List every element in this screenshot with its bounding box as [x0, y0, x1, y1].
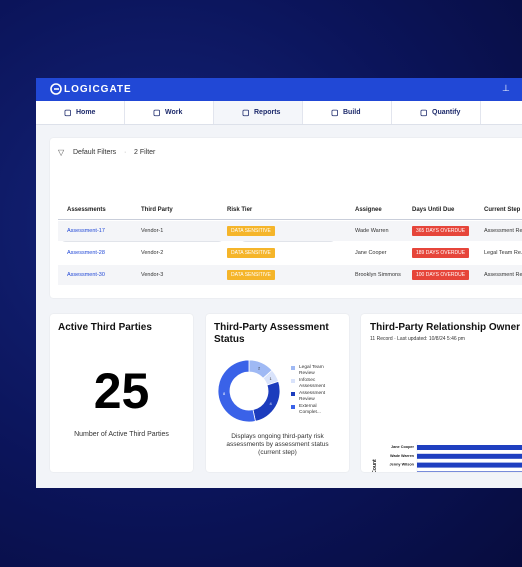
filters-title[interactable]: Default Filters: [73, 149, 117, 156]
header-rule: [58, 219, 522, 220]
legend-swatch: [291, 366, 295, 370]
segment-label: 8: [223, 391, 226, 396]
brand: LOGICGATE: [64, 84, 132, 95]
donut-card: Third-Party Assessment Status 2 1 4 8 Displ…: [206, 314, 349, 472]
column-header: Third Party: [141, 207, 173, 213]
column-header: Days Until Due: [412, 207, 455, 213]
legend-label: InfoSec Assessment: [299, 378, 326, 389]
risk-badge: DATA SENSITIVE: [227, 270, 275, 280]
table-cell: Vendor-3: [141, 272, 164, 278]
nav-label: Home: [76, 109, 96, 116]
legend-swatch: [291, 379, 295, 383]
assessment-link[interactable]: Assessment-28: [67, 250, 105, 256]
segment-label: 4: [270, 401, 273, 406]
overdue-badge: 365 DAYS OVERDUE: [412, 226, 470, 236]
y-tick-label: Wade Warren: [390, 454, 415, 458]
table-row: [58, 243, 522, 263]
header: LOGICGATE ⊥: [36, 78, 522, 101]
risk-badge: DATA SENSITIVE: [227, 226, 275, 236]
bar: [417, 445, 522, 450]
kpi-caption: Number of Active Third Parties: [74, 431, 169, 438]
bar-subtitle: 11 Record · Last updated: 10/8/24 5:46 p…: [370, 336, 465, 342]
segment-label: 1: [270, 376, 273, 381]
nav-label: Reports: [254, 109, 281, 116]
nav-icon: ▢: [242, 108, 250, 117]
legend-label: Assessment Review: [299, 391, 326, 402]
table-cell: Wade Warren: [355, 228, 389, 234]
segment-label: 2: [258, 366, 261, 371]
y-axis-title: Record Count: [372, 459, 378, 472]
table-cell: Brooklyn Simmons: [355, 272, 401, 278]
table-cell: Assessment Re...: [484, 228, 522, 234]
table-cell: Vendor-2: [141, 250, 164, 256]
nav-tab[interactable]: ▢ Home: [36, 101, 125, 124]
bar-card: Third-Party Relationship Owner 11 Record…: [361, 314, 522, 472]
table-cell: Vendor-1: [141, 228, 164, 234]
table-cell: Legal Team Re...: [484, 250, 522, 256]
kpi-value: 25: [93, 363, 150, 419]
bar: [417, 453, 522, 459]
bar: [417, 471, 522, 472]
filter-table-card: ▽ Default Filters · 2 Filter Current Ste…: [50, 138, 522, 298]
filter-count[interactable]: 2 Filter: [134, 149, 156, 156]
bar-title: Third-Party Relationship Owner: [370, 322, 521, 333]
nav-tab[interactable]: ▢ Work: [125, 101, 214, 124]
column-header: Assessments: [67, 207, 106, 213]
nav-tab[interactable]: ▢ Quantify: [392, 101, 481, 124]
donut-caption: Displays ongoing third-party risk assess…: [226, 433, 329, 456]
nav-icon: ▢: [331, 108, 339, 117]
donut-title: Third-Party Assessment Status: [214, 322, 329, 345]
assessment-link[interactable]: Assessment-17: [67, 228, 105, 234]
nav-bar: ▢ Home ▢ Work ▢ Reports ▢ Build ▢ Quantify: [36, 101, 522, 125]
dot: ·: [124, 149, 127, 156]
column-header: Risk Tier: [227, 207, 253, 213]
legend-label: External Complet...: [299, 404, 321, 415]
kpi-title: Active Third Parties: [58, 322, 152, 333]
overdue-badge: 100 DAYS OVERDUE: [412, 270, 470, 280]
nav-icon: ▢: [153, 108, 161, 117]
nav-tab[interactable]: ▢ Reports: [214, 101, 303, 124]
donut-segment: [217, 359, 256, 423]
filter-icon[interactable]: ▽: [58, 148, 65, 157]
logo: [50, 83, 62, 95]
y-tick-label: Jane Cooper: [391, 445, 415, 449]
kpi-card: Active Third Parties 25 Number of Active…: [50, 314, 193, 472]
nav-tab[interactable]: ▢ Build: [303, 101, 392, 124]
nav-label: Quantify: [432, 109, 461, 116]
y-tick-label: Guy Hawkins: [390, 471, 414, 472]
assessment-link[interactable]: Assessment-30: [67, 272, 105, 278]
bar: [417, 462, 522, 468]
legend-swatch: [291, 405, 295, 409]
table-row: [58, 221, 522, 241]
legend-label: Legal Team Review: [299, 365, 324, 376]
nav-label: Work: [165, 109, 183, 116]
nav-icon: ▢: [420, 108, 428, 117]
donut-chart: 2 1 4 8: [217, 359, 281, 423]
y-tick-label: Jenny Wilson: [390, 463, 415, 467]
table-row: [58, 265, 522, 285]
legend-swatch: [291, 392, 295, 396]
overdue-badge: 189 DAYS OVERDUE: [412, 248, 470, 258]
risk-badge: DATA SENSITIVE: [227, 248, 275, 258]
pin-icon[interactable]: ⊥: [502, 83, 510, 93]
app-window: LOGICGATE ⊥ ▢ Home ▢ Work ▢ Reports ▢ Build ▢ Qua…: [36, 78, 522, 488]
column-header: Current Step: [484, 207, 521, 213]
donut-segment: [252, 380, 281, 422]
table-cell: Assessment Re...: [484, 272, 522, 278]
table-cell: Jane Cooper: [355, 250, 387, 256]
column-header: Assignee: [355, 207, 382, 213]
nav-label: Build: [343, 109, 361, 116]
nav-icon: ▢: [64, 108, 72, 117]
